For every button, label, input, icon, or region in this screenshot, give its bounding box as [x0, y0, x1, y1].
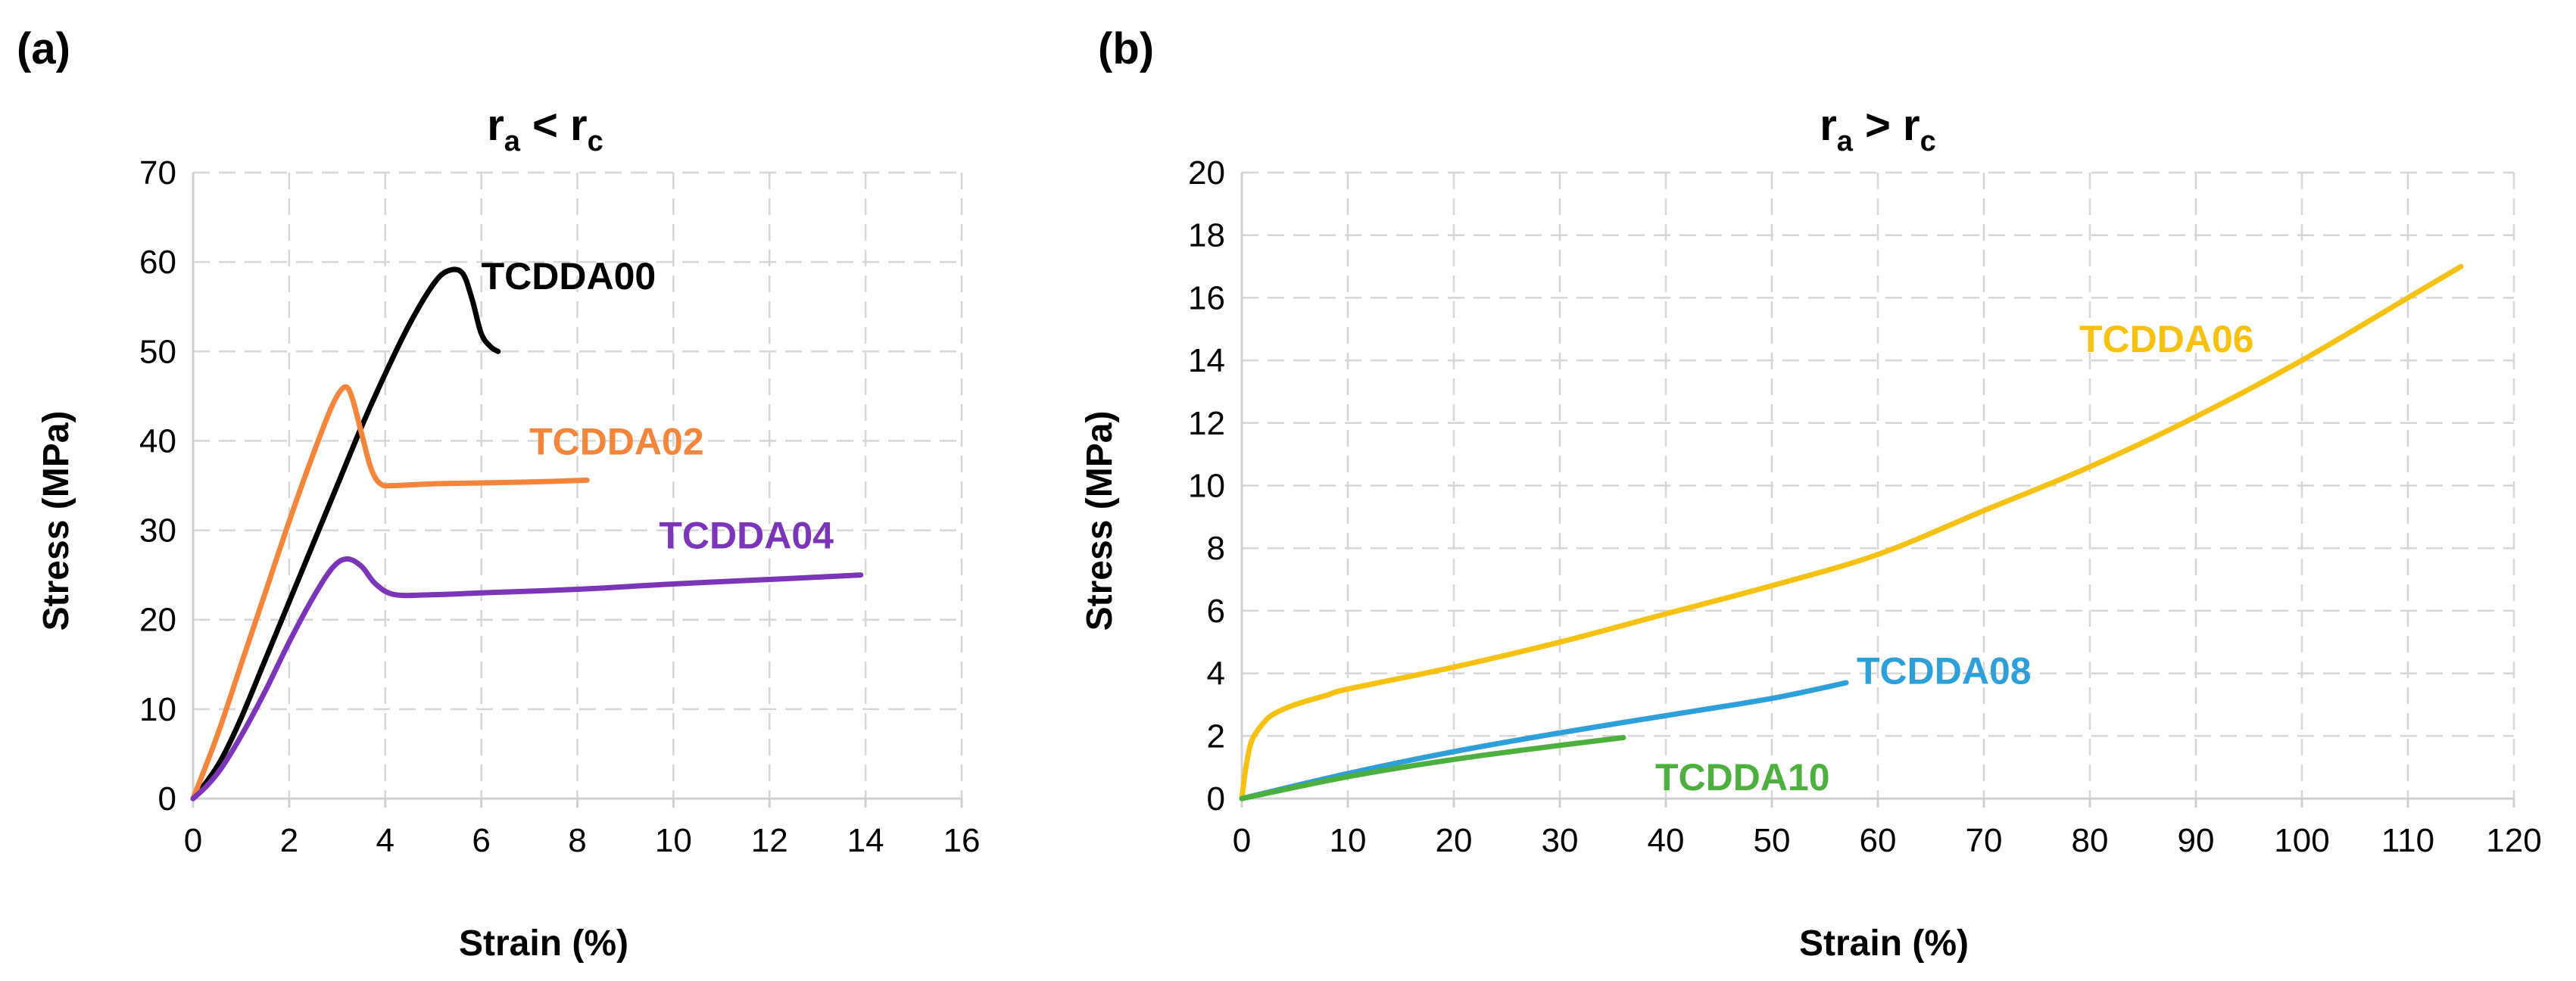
y-tick-label: 18 — [1188, 217, 1225, 254]
y-tick-label: 0 — [1207, 780, 1225, 818]
y-ticks-a: 0 10 20 30 40 50 60 70 — [139, 154, 176, 818]
x-tick-label: 60 — [1860, 822, 1897, 859]
axes-b — [1240, 173, 2515, 808]
chart-title-b: ra > rc — [1820, 101, 1936, 157]
panel-label-b: (b) — [1098, 24, 1154, 73]
x-ticks-b: 0 10 20 30 40 50 60 70 80 90 100 110 120 — [1233, 822, 2542, 859]
x-tick-label: 80 — [2072, 822, 2109, 859]
x-tick-label: 10 — [1330, 822, 1367, 859]
x-tick-label: 30 — [1542, 822, 1579, 859]
y-tick-label: 2 — [1207, 718, 1225, 755]
x-tick-label: 120 — [2486, 822, 2541, 859]
axes-a — [192, 173, 963, 808]
y-axis-title-a: Stress (MPa) — [36, 411, 76, 631]
panel-label-a: (a) — [17, 24, 70, 73]
y-tick-label: 14 — [1188, 342, 1225, 379]
y-tick-label: 4 — [1207, 656, 1225, 693]
x-tick-label: 12 — [751, 822, 788, 859]
series-label-tcdda08: TCDDA08 — [1857, 649, 2032, 692]
x-ticks-a: 0 2 4 6 8 10 12 14 16 — [184, 822, 981, 859]
y-tick-label: 70 — [139, 154, 176, 192]
x-tick-label: 40 — [1648, 822, 1685, 859]
y-tick-label: 20 — [1188, 154, 1225, 192]
x-tick-label: 16 — [943, 822, 981, 859]
x-tick-label: 20 — [1436, 822, 1473, 859]
chart-title-a: ra < rc — [487, 101, 603, 157]
y-tick-label: 20 — [139, 602, 176, 639]
x-tick-label: 50 — [1754, 822, 1791, 859]
x-tick-label: 70 — [1966, 822, 2003, 859]
series-line-tcdda10 — [1239, 734, 1626, 802]
y-axis-title-b: Stress (MPa) — [1080, 411, 1120, 631]
series-line-tcdda08 — [1239, 680, 1849, 802]
x-tick-label: 0 — [1233, 822, 1251, 859]
y-tick-label: 40 — [139, 422, 176, 459]
grid-a — [193, 171, 963, 799]
series-label-tcdda10: TCDDA10 — [1655, 756, 1830, 799]
y-tick-label: 0 — [158, 780, 176, 818]
x-tick-label: 14 — [847, 822, 884, 859]
y-tick-label: 12 — [1188, 405, 1225, 442]
x-tick-label: 6 — [472, 822, 490, 859]
x-axis-title-b: Strain (%) — [1799, 923, 1969, 964]
x-tick-label: 90 — [2178, 822, 2215, 859]
y-tick-label: 30 — [139, 512, 176, 550]
x-tick-label: 4 — [376, 822, 395, 859]
y-tick-label: 60 — [139, 244, 176, 281]
grid-b — [1242, 171, 2515, 799]
chart-panel-b: (b) ra > rc 0 10 20 30 40 50 60 70 80 90 100 110 120… — [1080, 24, 2542, 964]
series-label-tcdda06: TCDDA06 — [2079, 318, 2254, 360]
series-label-tcdda04: TCDDA04 — [659, 514, 834, 556]
series-label-tcdda02: TCDDA02 — [529, 420, 704, 462]
y-tick-label: 50 — [139, 333, 176, 370]
x-axis-title-a: Strain (%) — [459, 923, 628, 964]
series-line-tcdda00 — [190, 266, 501, 802]
x-tick-label: 110 — [2381, 822, 2434, 859]
x-tick-label: 10 — [655, 822, 692, 859]
y-tick-label: 10 — [1188, 468, 1225, 505]
series-line-tcdda04 — [190, 556, 864, 802]
chart-panel-a: (a) ra < rc 0 2 4 6 8 10 12 14 16 0 10 20 30 40 50 60 7… — [17, 24, 980, 964]
x-tick-label: 0 — [184, 822, 202, 859]
series-line-tcdda02 — [190, 384, 590, 802]
series-b: TCDDA06 TCDDA08 TCDDA10 — [1239, 263, 2464, 802]
series-a: TCDDA00 TCDDA02 TCDDA04 — [190, 255, 864, 802]
y-tick-label: 6 — [1207, 593, 1225, 630]
y-tick-label: 10 — [139, 691, 176, 728]
y-tick-label: 16 — [1188, 279, 1225, 316]
y-ticks-b: 0 2 4 6 8 10 12 14 16 18 20 — [1188, 154, 1225, 818]
series-line-tcdda06 — [1239, 263, 2464, 802]
series-label-tcdda00: TCDDA00 — [482, 255, 656, 297]
x-tick-label: 2 — [280, 822, 298, 859]
x-tick-label: 100 — [2274, 822, 2329, 859]
y-tick-label: 8 — [1207, 530, 1225, 567]
x-tick-label: 8 — [568, 822, 586, 859]
